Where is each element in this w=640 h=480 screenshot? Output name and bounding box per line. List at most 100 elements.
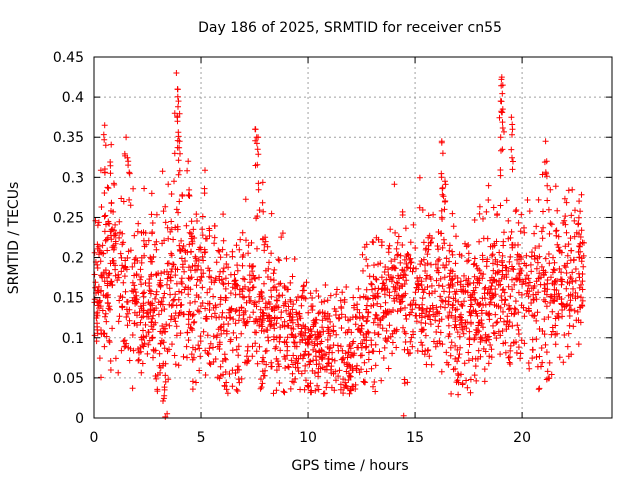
data-point	[319, 324, 326, 331]
data-point	[437, 303, 444, 310]
data-point	[115, 271, 122, 278]
data-point	[252, 318, 259, 325]
data-point	[266, 318, 273, 325]
data-point	[399, 212, 406, 218]
data-point	[442, 181, 449, 188]
data-point	[314, 328, 321, 335]
data-point	[322, 282, 329, 288]
data-point	[168, 250, 175, 257]
data-point	[568, 247, 575, 254]
data-point	[223, 251, 230, 258]
data-point	[494, 269, 501, 276]
data-point	[498, 98, 505, 105]
data-point	[378, 242, 385, 249]
data-point	[289, 306, 296, 313]
data-point	[401, 328, 408, 335]
data-point	[184, 354, 190, 361]
data-point	[363, 256, 370, 263]
data-point	[500, 308, 506, 315]
data-point	[505, 217, 512, 224]
data-point	[436, 256, 443, 263]
data-point	[536, 353, 543, 360]
data-point	[175, 157, 182, 164]
data-point	[255, 180, 262, 187]
data-point	[299, 336, 306, 343]
data-point	[432, 261, 439, 268]
data-point	[445, 282, 452, 289]
data-point	[377, 303, 384, 310]
data-point	[467, 389, 474, 396]
data-point	[160, 294, 167, 301]
data-point	[515, 219, 522, 226]
data-point	[217, 254, 224, 261]
data-point	[571, 233, 578, 240]
data-point	[101, 343, 108, 350]
data-point	[508, 310, 515, 317]
data-point	[323, 384, 330, 391]
data-point	[479, 295, 486, 302]
data-point	[461, 323, 468, 330]
data-point	[375, 261, 381, 268]
data-point	[345, 377, 352, 383]
data-point	[158, 270, 165, 277]
data-point	[552, 322, 559, 329]
data-point	[181, 286, 188, 293]
data-point	[256, 274, 262, 281]
data-point	[281, 389, 288, 396]
data-point	[102, 313, 108, 320]
data-point	[173, 323, 180, 330]
data-point	[338, 305, 345, 312]
data-point	[149, 229, 156, 236]
chart-title: Day 186 of 2025, SRMTID for receiver cn5…	[198, 20, 502, 36]
data-point	[218, 323, 225, 330]
data-point	[225, 321, 232, 327]
data-point	[489, 290, 495, 296]
data-point	[454, 306, 461, 313]
data-point	[257, 313, 264, 320]
data-point	[437, 329, 444, 336]
data-point	[261, 372, 268, 379]
data-point	[492, 291, 499, 298]
data-point	[425, 347, 432, 353]
data-point	[423, 245, 430, 252]
data-point	[330, 328, 337, 335]
data-point	[554, 330, 560, 337]
data-point	[174, 118, 181, 125]
data-point	[116, 313, 123, 320]
data-point	[347, 353, 354, 360]
data-point	[243, 319, 250, 326]
data-point	[188, 351, 195, 358]
data-point	[92, 279, 99, 286]
data-point	[343, 383, 350, 390]
data-point	[238, 330, 245, 337]
data-point	[437, 275, 444, 282]
data-point	[395, 292, 402, 299]
data-point	[137, 276, 144, 283]
data-point	[485, 182, 492, 189]
data-point	[301, 351, 308, 358]
data-point	[220, 371, 226, 378]
data-point	[392, 265, 399, 272]
data-point	[158, 307, 165, 314]
data-point	[243, 299, 250, 306]
data-point	[347, 373, 354, 380]
data-point	[365, 349, 372, 356]
data-point	[499, 90, 506, 97]
data-point	[187, 324, 194, 331]
data-point	[478, 335, 485, 342]
data-point	[248, 263, 255, 270]
data-point	[212, 302, 219, 309]
data-point	[522, 280, 529, 287]
data-point	[349, 367, 356, 374]
data-point	[454, 377, 461, 384]
data-point	[433, 309, 440, 316]
data-point	[268, 359, 275, 366]
data-point	[407, 239, 414, 246]
data-point	[497, 134, 504, 141]
data-point	[451, 288, 458, 295]
data-point	[420, 239, 427, 246]
data-point	[206, 267, 213, 274]
data-point	[242, 283, 248, 290]
data-point	[439, 298, 446, 305]
data-point	[121, 273, 128, 280]
